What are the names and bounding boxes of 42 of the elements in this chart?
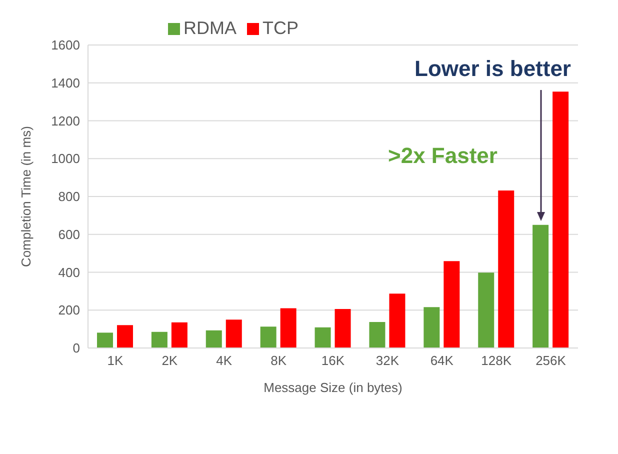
annotation: Lower is better [414,56,571,82]
bar [389,294,406,348]
bar [334,308,351,348]
y-tick-label: 800 [58,189,80,204]
bar [206,330,222,348]
x-tick-label: 1K [107,353,124,368]
bar [369,322,386,348]
bar [260,326,276,348]
bar [97,332,113,348]
x-tick-label: 32K [376,353,400,368]
bar [151,332,168,348]
legend-label: RDMA [184,18,236,38]
x-tick-label: 2K [162,353,178,368]
x-tick-label: 8K [270,353,287,368]
y-tick-label: 1200 [51,113,80,128]
x-axis-title: Message Size (in bytes) [264,380,402,395]
bar [532,224,549,348]
bar [478,272,494,348]
bar [280,308,296,348]
bar [314,327,331,348]
bar [171,322,188,348]
legend-label: TCP [262,18,298,38]
bar [226,320,242,348]
y-axis-title: Completion Time (in ms) [18,126,34,267]
bar [424,307,440,348]
y-tick-label: 400 [58,264,80,280]
y-tick-label: 1000 [51,151,80,166]
y-tick-label: 0 [72,340,80,356]
bar [444,261,460,348]
bar [552,92,569,348]
annotation: >2x Faster [388,143,498,169]
x-tick-label: 128K [481,353,512,368]
y-tick-label: 1600 [51,38,80,53]
x-tick-label: 4K [216,353,232,368]
bar [117,325,133,348]
x-tick-label: 16K [321,353,345,368]
x-tick-label: 256K [536,353,566,368]
x-tick-label: 64K [430,353,454,368]
y-tick-label: 600 [58,226,80,242]
y-tick-label: 1400 [51,75,80,90]
bar [498,190,514,348]
y-tick-label: 200 [58,302,80,318]
